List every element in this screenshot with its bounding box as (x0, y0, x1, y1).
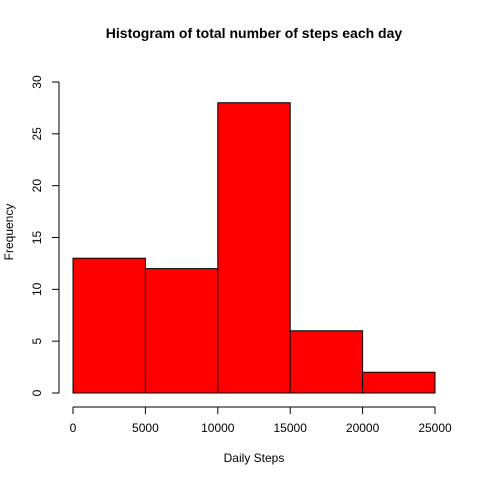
y-tick-label: 10 (30, 282, 44, 296)
y-tick-label: 25 (30, 127, 44, 141)
x-tick-label: 15000 (274, 421, 308, 435)
y-tick-label: 20 (30, 179, 44, 193)
y-tick-label: 5 (30, 338, 44, 345)
x-tick-label: 0 (70, 421, 77, 435)
chart-title: Histogram of total number of steps each … (106, 25, 403, 41)
histogram-bar (144, 268, 219, 394)
y-tick-label: 30 (30, 75, 44, 89)
histogram-bar (289, 330, 364, 394)
histogram-bar (217, 102, 291, 394)
y-axis: 0 5 10 15 20 25 30 (30, 75, 60, 396)
y-tick-label: 15 (30, 231, 44, 245)
bars-group (72, 102, 436, 394)
x-axis-label: Daily Steps (224, 451, 285, 465)
x-tick-label: 20000 (346, 421, 380, 435)
y-tick-label: 0 (30, 389, 44, 396)
x-tick-label: 10000 (201, 421, 235, 435)
x-tick-label: 25000 (418, 421, 452, 435)
x-axis: 0 5000 10000 15000 20000 25000 (70, 406, 452, 435)
x-tick-label: 5000 (132, 421, 159, 435)
y-axis-label: Frequency (2, 204, 16, 261)
histogram-bar (362, 371, 436, 394)
histogram-bar (72, 257, 146, 394)
